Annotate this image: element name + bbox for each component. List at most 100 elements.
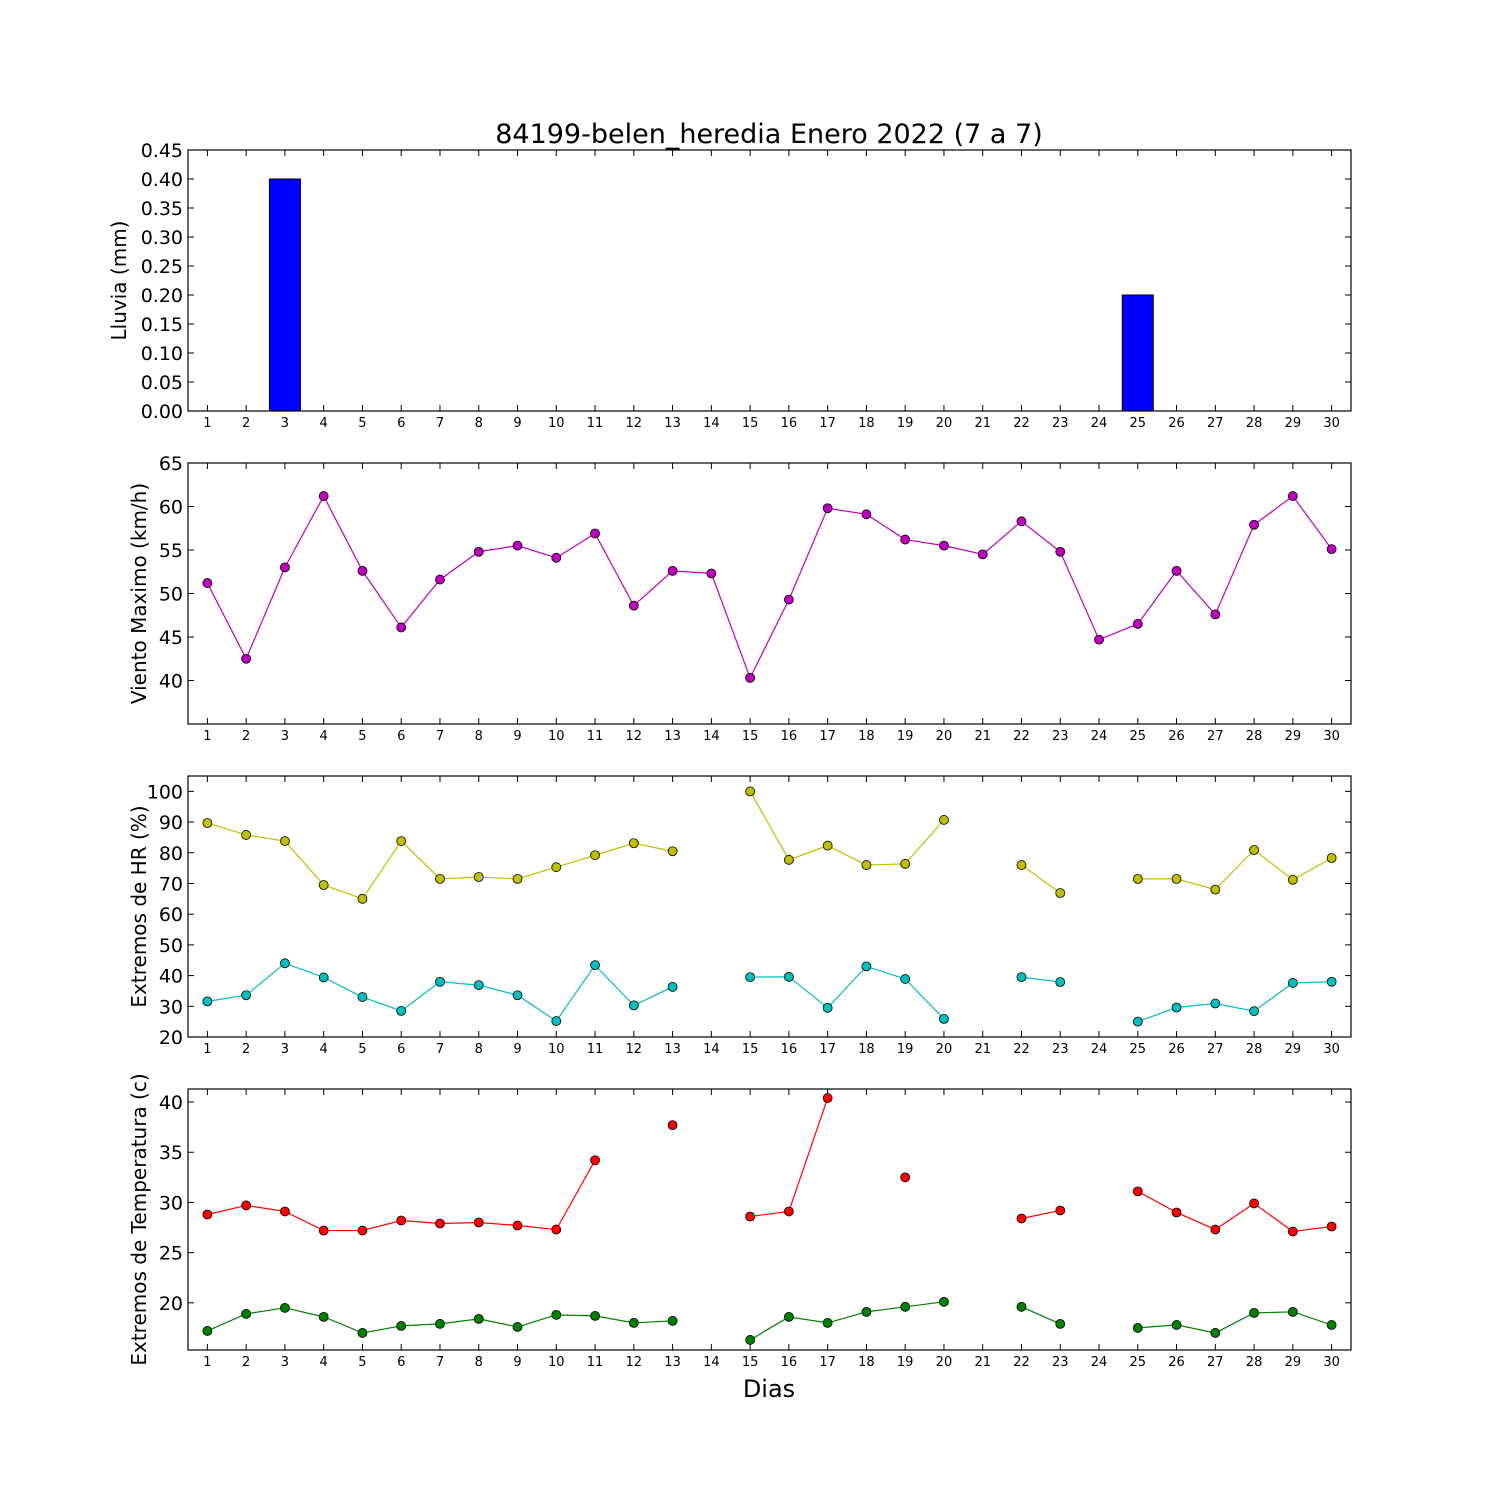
wind-xtick-label: 7 [436,729,444,744]
wind-data-point [1249,519,1259,530]
humidity-xtick-label: 23 [1052,1042,1069,1057]
wind-xtick-label: 8 [475,729,483,744]
temperature-ytick-label: 40 [159,1092,183,1114]
wind-data-point [551,552,562,563]
rain-bar [268,178,301,412]
temperature-xtick-label: 24 [1091,1355,1108,1370]
rain-xtick-label: 8 [475,416,483,431]
humidity-data-point [1132,873,1143,884]
rain-xtick-label: 13 [664,416,681,431]
wind-data-point [861,509,872,520]
temperature-data-point [1210,1328,1221,1338]
wind-y-axis-label: Viento Maximo (km/h) [127,483,151,704]
rain-xtick-label: 9 [513,416,521,431]
humidity-data-point [1326,853,1337,863]
humidity-ytick-label: 80 [159,843,183,865]
wind-data-point [667,565,678,576]
temperature-data-point [745,1211,756,1222]
temperature-series-line [1021,1209,1061,1220]
wind-xtick-label: 21 [974,729,991,744]
wind-xtick-label: 19 [897,729,914,744]
humidity-data-point [473,980,484,991]
humidity-data-point [1055,888,1066,898]
temperature-data-point [1055,1205,1066,1216]
humidity-data-point [202,818,213,828]
rain-xtick-label: 28 [1246,416,1263,431]
humidity-ytick-label: 70 [159,873,183,895]
wind-data-point [628,600,639,611]
temperature-xtick-label: 19 [897,1355,914,1370]
wind-xtick-label: 12 [626,729,643,744]
temperature-data-point [667,1120,678,1131]
rain-ytick-label: 0.45 [141,140,183,162]
humidity-xtick-label: 1 [203,1042,211,1057]
humidity-data-point [1287,874,1298,885]
rain-xtick-label: 21 [974,416,991,431]
rain-ytick-label: 0.10 [141,343,183,365]
wind-data-point [1171,565,1182,576]
temperature-data-point [241,1200,252,1211]
temperature-data-point [396,1321,407,1331]
temperature-data-point [590,1310,600,1321]
temperature-data-point [1132,1186,1143,1197]
temperature-data-point [783,1311,794,1322]
temperature-data-point [512,1322,523,1332]
temperature-data-point [202,1326,213,1336]
humidity-data-point [318,972,329,983]
wind-ytick-label: 60 [159,497,183,519]
temperature-data-point [357,1328,368,1338]
humidity-xtick-label: 14 [703,1042,720,1057]
temperature-data-point [1249,1198,1259,1209]
humidity-xtick-label: 17 [819,1042,836,1057]
humidity-data-point [861,961,872,972]
humidity-data-point [900,974,911,984]
humidity-xtick-label: 5 [358,1042,366,1057]
temperature-xtick-label: 26 [1168,1355,1185,1370]
temperature-data-point [396,1215,407,1226]
temperature-xtick-label: 10 [548,1355,565,1370]
wind-xtick-label: 11 [587,729,604,744]
rain-xtick-label: 20 [936,416,953,431]
wind-xtick-label: 15 [742,729,759,744]
rain-xtick-label: 26 [1168,416,1185,431]
rain-ytick-label: 0.20 [141,285,183,307]
temperature-data-point [1287,1226,1298,1237]
wind-series-line [206,494,1333,680]
temperature-data-point [551,1309,562,1320]
humidity-xtick-label: 29 [1285,1042,1302,1057]
humidity-series-line [1021,864,1061,894]
humidity-xtick-label: 15 [742,1042,759,1057]
wind-axes-frame [187,462,1352,725]
humidity-data-point [822,1002,833,1013]
temperature-xtick-label: 16 [781,1355,798,1370]
wind-series-0 [202,491,1337,683]
wind-xtick-label: 26 [1168,729,1185,744]
humidity-series-0 [202,786,1337,904]
wind-ytick-label: 50 [159,584,183,606]
wind-xtick-label: 28 [1246,729,1263,744]
humidity-xtick-label: 3 [281,1042,289,1057]
rain-xtick-label: 7 [436,416,444,431]
rain-xtick-label: 30 [1323,416,1340,431]
humidity-data-point [1210,998,1221,1009]
rain-ytick-label: 0.40 [141,169,183,191]
rain-ytick-label: 0.15 [141,314,183,336]
humidity-data-point [280,836,290,846]
rain-y-axis-label: Lluvia (mm) [107,221,131,341]
wind-xtick-label: 14 [703,729,720,744]
temperature-xtick-label: 7 [436,1355,444,1370]
humidity-series-line [1137,981,1332,1023]
rain-axes-frame [187,149,1352,412]
temperature-data-point [1287,1306,1298,1317]
rain-ytick-label: 0.35 [141,198,183,220]
humidity-series-line [750,965,945,1020]
temperature-xtick-label: 5 [358,1355,366,1370]
wind-data-point [473,546,484,557]
rain-xtick-label: 25 [1130,416,1147,431]
rain-xtick-label: 17 [819,416,836,431]
temperature-data-point [1249,1307,1259,1318]
humidity-xtick-label: 18 [858,1042,875,1057]
rain-bar [1121,294,1154,412]
